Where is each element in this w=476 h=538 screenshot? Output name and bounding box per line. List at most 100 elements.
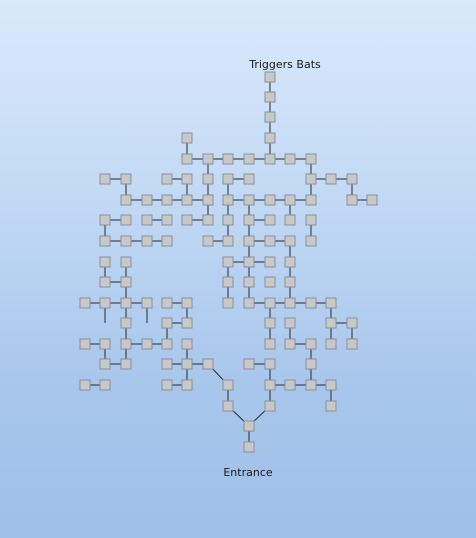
room-node: [222, 214, 234, 226]
room-node: [264, 71, 276, 83]
room-node: [181, 153, 193, 165]
room-node: [99, 338, 111, 350]
room-node: [222, 276, 234, 288]
room-node: [120, 214, 132, 226]
room-node: [181, 317, 193, 329]
node-layer: [79, 71, 378, 453]
room-node: [181, 173, 193, 185]
room-node: [161, 173, 173, 185]
room-node: [243, 235, 255, 247]
room-node: [346, 173, 358, 185]
room-node: [243, 173, 255, 185]
room-node: [305, 173, 317, 185]
room-node: [202, 173, 214, 185]
room-node: [305, 297, 317, 309]
room-node: [264, 153, 276, 165]
room-node: [202, 235, 214, 247]
room-node: [161, 317, 173, 329]
room-node: [99, 256, 111, 268]
room-node: [284, 338, 296, 350]
room-node: [161, 214, 173, 226]
room-node: [120, 297, 132, 309]
room-node: [141, 235, 153, 247]
room-node: [141, 297, 153, 309]
room-node: [264, 256, 276, 268]
room-node: [243, 420, 255, 432]
room-node: [243, 256, 255, 268]
room-node: [305, 379, 317, 391]
room-node: [141, 194, 153, 206]
room-node: [346, 317, 358, 329]
room-node: [305, 358, 317, 370]
room-node: [305, 153, 317, 165]
room-node: [243, 297, 255, 309]
room-node: [79, 297, 91, 309]
room-node: [120, 194, 132, 206]
room-node: [222, 256, 234, 268]
room-node: [161, 297, 173, 309]
room-node: [120, 173, 132, 185]
room-node: [222, 400, 234, 412]
room-node: [284, 256, 296, 268]
room-node: [284, 214, 296, 226]
room-node: [222, 379, 234, 391]
room-node: [120, 338, 132, 350]
room-node: [79, 379, 91, 391]
room-node: [264, 317, 276, 329]
room-node: [366, 194, 378, 206]
room-node: [99, 214, 111, 226]
room-node: [305, 194, 317, 206]
room-node: [141, 214, 153, 226]
room-node: [284, 297, 296, 309]
room-node: [181, 132, 193, 144]
room-node: [243, 153, 255, 165]
room-node: [284, 317, 296, 329]
room-node: [305, 235, 317, 247]
room-node: [222, 194, 234, 206]
room-node: [202, 358, 214, 370]
room-node: [305, 214, 317, 226]
room-node: [243, 194, 255, 206]
room-node: [243, 441, 255, 453]
room-node: [325, 297, 337, 309]
room-node: [120, 276, 132, 288]
room-node: [346, 194, 358, 206]
room-node: [284, 379, 296, 391]
room-node: [325, 317, 337, 329]
room-node: [222, 173, 234, 185]
room-node: [264, 338, 276, 350]
room-node: [243, 358, 255, 370]
room-node: [264, 235, 276, 247]
room-node: [120, 317, 132, 329]
room-node: [264, 91, 276, 103]
room-node: [264, 111, 276, 123]
room-node: [243, 276, 255, 288]
room-node: [325, 338, 337, 350]
room-node: [99, 276, 111, 288]
room-node: [141, 338, 153, 350]
room-node: [284, 153, 296, 165]
room-node: [181, 358, 193, 370]
label-triggers-bats: Triggers Bats: [248, 58, 321, 71]
room-node: [79, 338, 91, 350]
room-node: [264, 194, 276, 206]
room-node: [181, 338, 193, 350]
room-node: [120, 256, 132, 268]
room-node: [264, 379, 276, 391]
room-node: [202, 153, 214, 165]
room-node: [222, 153, 234, 165]
room-node: [222, 235, 234, 247]
room-node: [161, 338, 173, 350]
label-entrance: Entrance: [223, 466, 273, 479]
room-node: [264, 358, 276, 370]
room-node: [325, 379, 337, 391]
room-node: [181, 194, 193, 206]
room-node: [202, 194, 214, 206]
room-node: [120, 235, 132, 247]
room-node: [202, 214, 214, 226]
room-node: [284, 194, 296, 206]
room-node: [264, 400, 276, 412]
room-node: [181, 297, 193, 309]
room-node: [161, 379, 173, 391]
